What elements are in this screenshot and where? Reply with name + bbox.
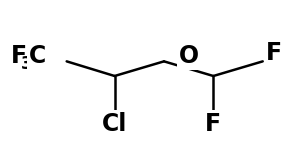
Text: F: F (11, 44, 27, 68)
Text: 3: 3 (21, 55, 32, 73)
Text: F: F (205, 112, 221, 136)
Text: O: O (178, 44, 199, 68)
Text: F: F (266, 41, 282, 65)
Text: C: C (28, 44, 46, 68)
Text: Cl: Cl (102, 112, 127, 136)
